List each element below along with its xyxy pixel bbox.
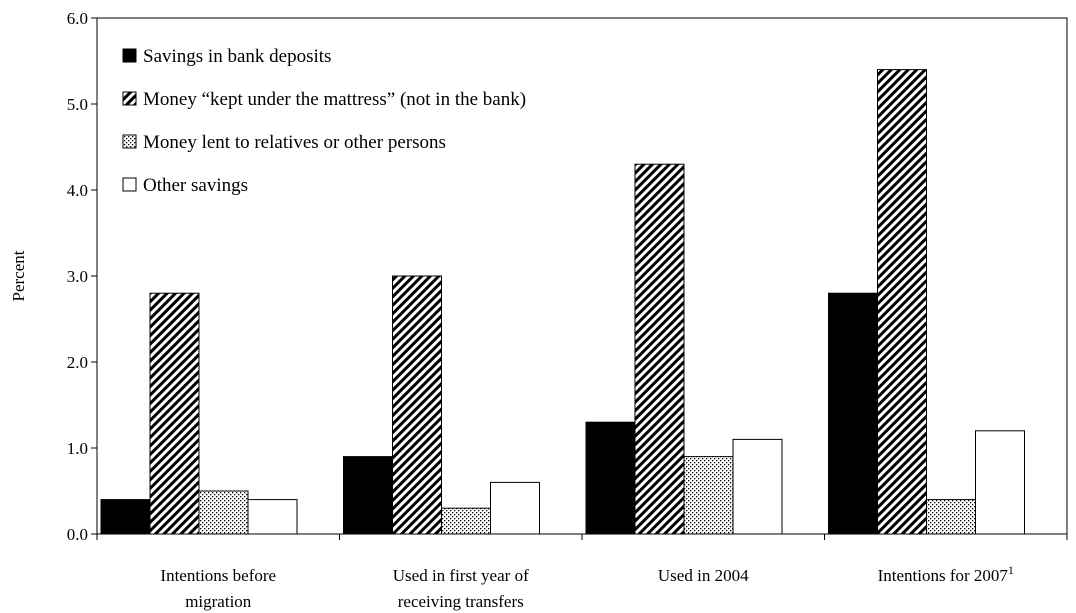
legend-swatch bbox=[122, 48, 137, 63]
bar bbox=[149, 292, 200, 535]
bar bbox=[392, 275, 442, 535]
bar bbox=[198, 490, 249, 535]
legend: Savings in bank deposits Money “kept unde… bbox=[122, 46, 526, 196]
bar bbox=[683, 456, 734, 535]
legend-label: Money lent to relatives or other persons bbox=[143, 132, 446, 153]
bar bbox=[877, 69, 927, 535]
bar bbox=[634, 163, 685, 535]
y-tick-label: 0.0 bbox=[67, 525, 88, 544]
x-category-label: Used in first year of receiving transfers bbox=[393, 566, 529, 611]
y-tick-label: 5.0 bbox=[67, 95, 88, 114]
legend-label: Savings in bank deposits bbox=[143, 46, 331, 67]
y-axis-title: Percent bbox=[9, 250, 28, 301]
y-tick-label: 6.0 bbox=[67, 9, 88, 28]
bar bbox=[975, 430, 1025, 535]
bar bbox=[441, 507, 491, 535]
x-category-label: Used in 2004 bbox=[658, 566, 749, 585]
bar bbox=[585, 421, 636, 535]
y-tick-label: 4.0 bbox=[67, 181, 88, 200]
legend-label: Money “kept under the mattress” (not in … bbox=[143, 89, 526, 110]
legend-swatch bbox=[122, 134, 137, 149]
y-tick-label: 3.0 bbox=[67, 267, 88, 286]
bar bbox=[343, 456, 393, 535]
y-tick-label: 2.0 bbox=[67, 353, 88, 372]
bar bbox=[926, 499, 976, 535]
legend-swatch bbox=[122, 91, 137, 106]
y-tick-label: 1.0 bbox=[67, 439, 88, 458]
bar bbox=[247, 499, 298, 535]
bar bbox=[828, 292, 878, 535]
bar bbox=[100, 499, 151, 535]
axes: 0.0 1.0 2.0 3.0 4.0 5.0 6.0 Intentions before mi… bbox=[9, 9, 1068, 611]
bar bbox=[732, 438, 783, 535]
legend-label: Other savings bbox=[143, 175, 248, 196]
x-category-label: Intentions for 20071 bbox=[878, 563, 1014, 585]
bar bbox=[490, 481, 540, 535]
legend-swatch bbox=[122, 177, 137, 192]
x-category-label: Intentions before migration bbox=[160, 566, 276, 611]
